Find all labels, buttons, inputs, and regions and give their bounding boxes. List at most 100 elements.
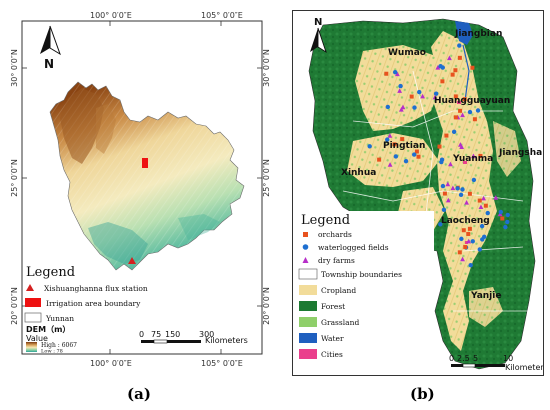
legend-b-orchards: orchards	[318, 230, 352, 239]
legend-a-item-flux: Xishuanghanna flux station	[44, 284, 148, 293]
waterlogged-marker	[482, 234, 487, 239]
waterlogged-marker	[479, 223, 485, 229]
legend-b-cities: Cities	[321, 350, 343, 359]
waterlogged-marker	[455, 186, 460, 191]
scale-a-tick-0: 0	[139, 330, 144, 339]
waterlogged-marker	[505, 212, 510, 218]
place-jiangshan: Jiangshan	[498, 148, 543, 158]
coord-right-2: 25° 0′0″N	[262, 159, 270, 197]
legend-a-high: High : 6067	[41, 342, 77, 349]
waterlogged-marker	[403, 158, 409, 164]
orchard-marker	[483, 203, 488, 208]
orchard-marker	[472, 117, 477, 122]
orchard-marker	[450, 72, 455, 77]
orchard-marker	[444, 133, 449, 138]
orchard-marker	[416, 154, 421, 159]
legend-b-bg	[296, 211, 434, 369]
coord-left-3: 20° 0′0″N	[10, 287, 19, 325]
legend-b-forest: Forest	[321, 302, 345, 311]
legend-b-cropland: Cropland	[321, 286, 356, 295]
scale-b-tick-1: 2.5	[457, 354, 470, 363]
panel-a-yunnan-map: 100° 0′0″E 105° 0′0″E 100° 0′0″E 105° 0′…	[8, 8, 271, 371]
orchard-marker	[400, 137, 405, 142]
orchard-marker	[470, 65, 475, 70]
orchard-marker	[440, 79, 445, 84]
waterlogged-marker	[367, 144, 372, 149]
sample-markers	[367, 43, 510, 268]
dryfarm-marker	[432, 94, 438, 100]
panel-b-irrigation-map: N Jiangbian Wumao Huangguayuan Pingtian …	[292, 10, 549, 376]
orchard-marker	[457, 250, 462, 255]
orchard-marker	[462, 97, 467, 102]
dryfarm-marker	[460, 112, 465, 118]
dryfarm-marker	[447, 55, 452, 61]
orchard-marker	[477, 198, 482, 203]
orchard-marker	[463, 245, 468, 250]
place-laocheng: Laocheng	[441, 216, 490, 226]
place-yuanma: Yuanma	[452, 154, 493, 164]
legend-a-triangle-icon	[26, 284, 34, 291]
yunnan-map-svg: 100° 0′0″E 105° 0′0″E 100° 0′0″E 105° 0′…	[10, 11, 271, 368]
place-huangguayuan: Huangguayuan	[434, 96, 510, 106]
waterlogged-marker	[467, 109, 473, 115]
waterlogged-marker	[475, 108, 481, 113]
caption-a: (a)	[127, 385, 151, 403]
dryfarm-marker	[464, 199, 469, 205]
legend-b: Legend orchards waterlogged fields dry f…	[296, 211, 434, 369]
legend-waterlogged-icon	[302, 244, 309, 250]
legend-a-yunnan-swatch	[24, 312, 42, 323]
city-markers	[457, 101, 468, 244]
waterlogged-marker	[459, 236, 464, 242]
scale-a-tick-3: 300	[199, 330, 214, 339]
legend-township-swatch	[298, 268, 318, 280]
orchard-marker	[457, 55, 462, 60]
dryfarm-marker	[398, 107, 404, 112]
township-boundaries	[342, 70, 529, 312]
waterlogged-marker	[385, 104, 391, 110]
place-wumao: Wumao	[388, 48, 426, 58]
legend-dryfarm-icon	[302, 257, 309, 263]
coord-bottom-1: 100° 0′0″E	[90, 359, 132, 368]
legend-b-grassland: Grassland	[321, 318, 359, 327]
flux-station-marker	[128, 257, 136, 264]
legend-water-swatch	[299, 333, 317, 343]
north-label: N	[44, 57, 54, 71]
orchard-marker	[409, 94, 414, 99]
waterlogged-marker	[460, 187, 465, 192]
scalebar-a: 0 75 150 300 Kilometers	[139, 330, 248, 345]
legend-a-item-yunnan: Yunnan	[45, 314, 74, 323]
waterlogged-marker	[417, 89, 422, 95]
coord-right-1: 30° 0′0″N	[262, 49, 270, 87]
legend-a-value-label: Value	[26, 334, 48, 343]
reservoir-water	[455, 21, 473, 45]
orchard-marker	[500, 216, 505, 221]
dryfarm-marker	[471, 153, 476, 159]
orchard-marker	[392, 142, 397, 147]
waterlogged-marker	[393, 154, 399, 159]
waterlogged-marker	[441, 207, 447, 213]
waterlogged-marker	[503, 224, 508, 230]
legend-a-dem-title: DEM（m）	[26, 324, 70, 334]
orchard-marker	[437, 144, 442, 149]
river-line	[462, 44, 470, 102]
dryfarm-marker	[459, 144, 465, 150]
yunnan-terrain	[49, 81, 245, 271]
waterlogged-marker	[412, 105, 417, 110]
legend-cropland-swatch	[299, 285, 317, 295]
orchard-marker	[466, 231, 471, 236]
north-b-label: N	[314, 17, 322, 28]
legend-b-township: Township boundaries	[321, 270, 402, 279]
dryfarm-marker	[478, 204, 484, 210]
scale-b-tick-2: 5	[473, 354, 478, 363]
dryfarm-marker	[460, 256, 465, 262]
legend-b-dryfarms: dry farms	[318, 256, 355, 265]
waterlogged-marker	[438, 222, 443, 227]
dryfarm-marker	[397, 88, 403, 93]
dryfarm-marker	[481, 195, 487, 201]
waterlogged-marker	[439, 159, 444, 165]
dryfarm-marker	[445, 181, 451, 187]
coord-right-3: 20° 0′0″N	[262, 287, 270, 325]
waterlogged-marker	[392, 69, 398, 75]
scale-b-tick-3: 10	[503, 354, 513, 363]
dryfarm-marker	[435, 65, 441, 70]
